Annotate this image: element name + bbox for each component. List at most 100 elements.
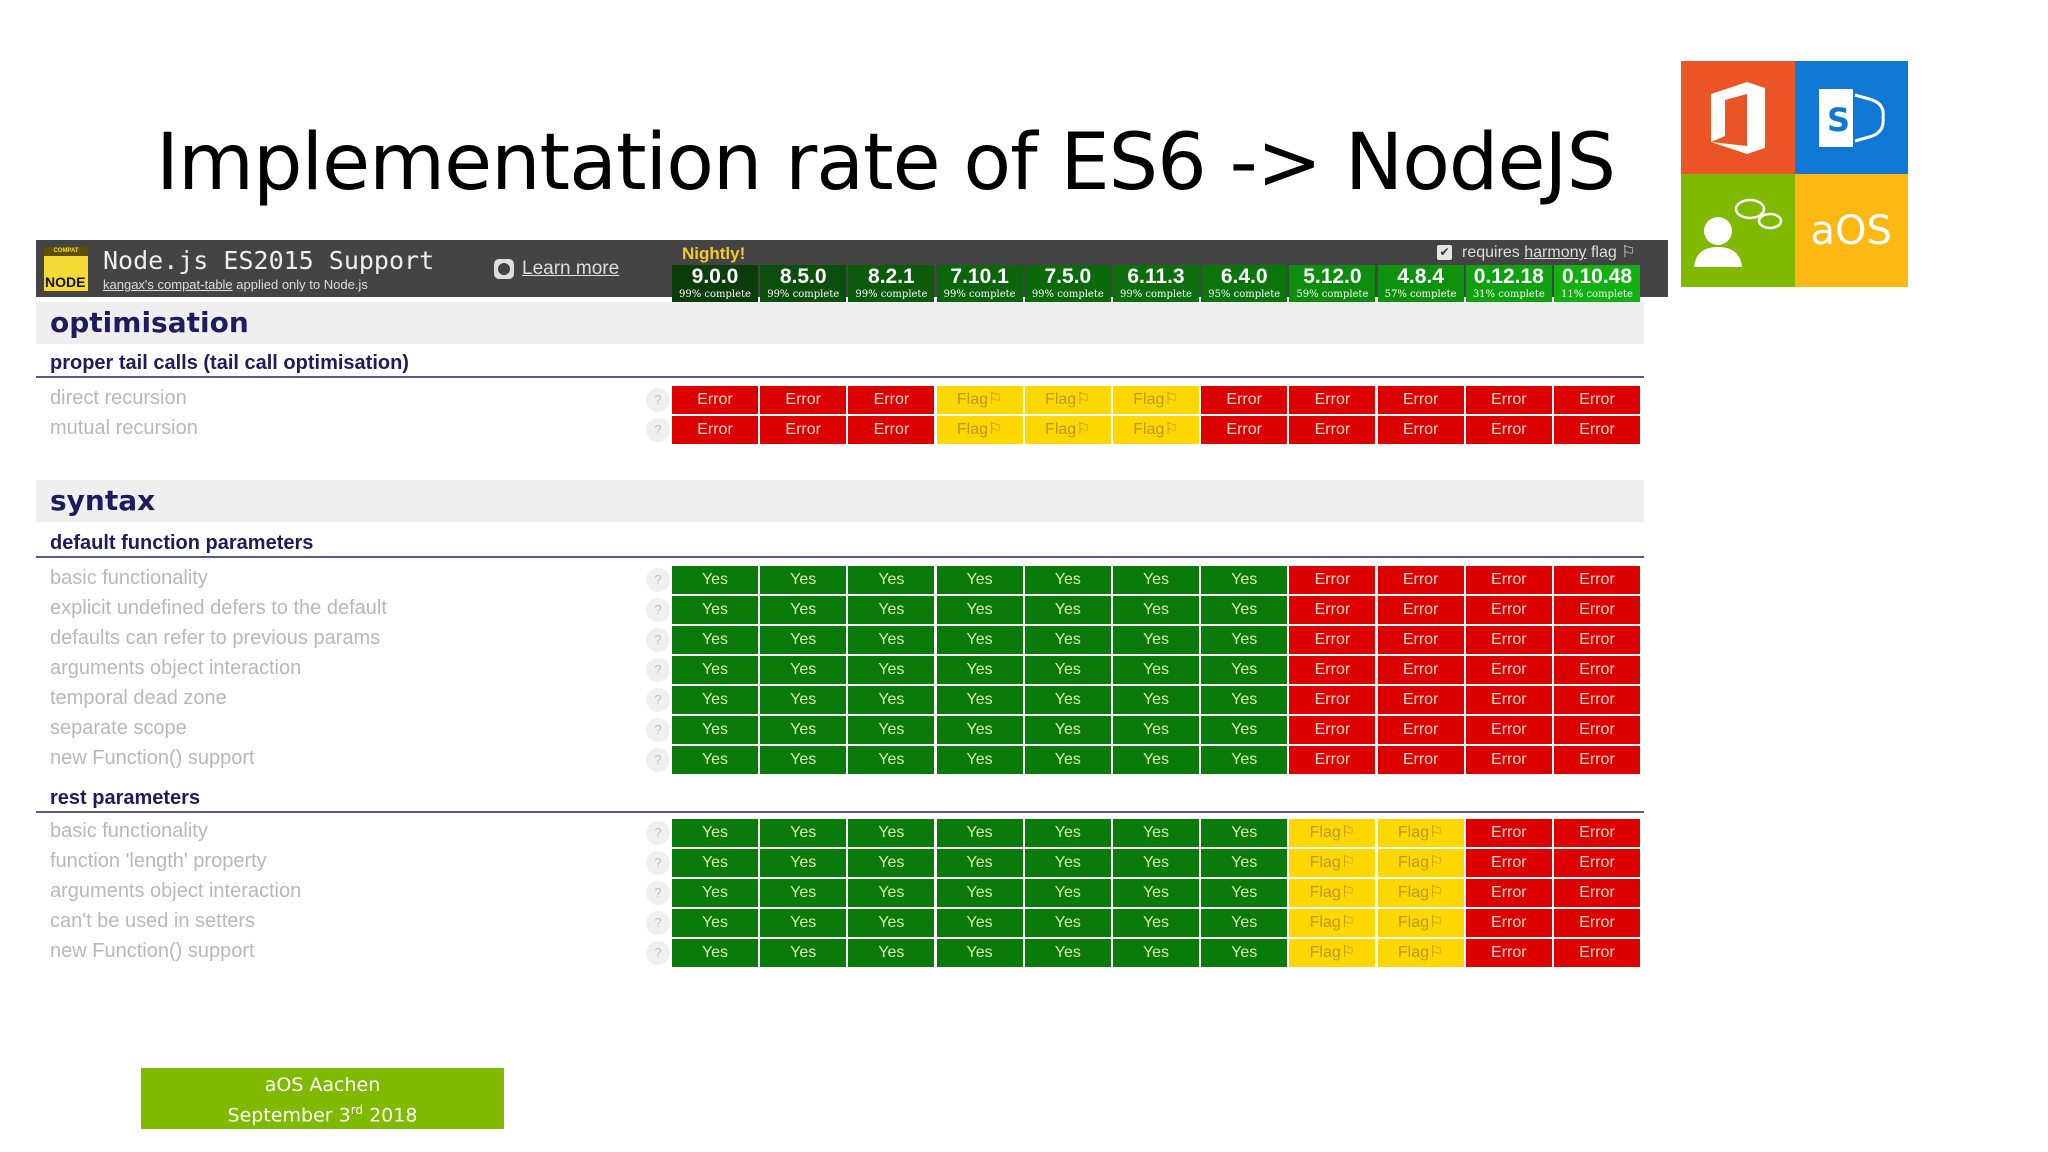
feature-label[interactable]: new Function() support: [50, 940, 255, 962]
result-cell-error[interactable]: Error: [1465, 656, 1552, 684]
help-icon[interactable]: ?: [646, 658, 670, 682]
result-cell-yes[interactable]: Yes: [672, 656, 758, 684]
result-cell-flag[interactable]: Flag⚐: [1289, 819, 1376, 847]
help-icon[interactable]: ?: [646, 418, 670, 442]
result-cell-error[interactable]: Error: [1554, 656, 1640, 684]
result-cell-error[interactable]: Error: [1554, 716, 1640, 744]
result-cell-yes[interactable]: Yes: [1113, 939, 1199, 967]
result-cell-yes[interactable]: Yes: [1113, 656, 1199, 684]
result-cell-flag[interactable]: Flag⚐: [1377, 849, 1464, 877]
result-cell-yes[interactable]: Yes: [672, 909, 758, 937]
result-cell-yes[interactable]: Yes: [1113, 596, 1199, 624]
result-cell-error[interactable]: Error: [1465, 596, 1552, 624]
result-cell-yes[interactable]: Yes: [672, 939, 758, 967]
result-cell-error[interactable]: Error: [1377, 716, 1464, 744]
result-cell-yes[interactable]: Yes: [848, 819, 935, 847]
result-cell-flag[interactable]: Flag⚐: [1289, 849, 1376, 877]
help-icon[interactable]: ?: [646, 718, 670, 742]
help-icon[interactable]: ?: [646, 388, 670, 412]
result-cell-yes[interactable]: Yes: [1024, 686, 1111, 714]
result-cell-error[interactable]: Error: [760, 386, 847, 414]
version-header[interactable]: 0.12.18 31% complete: [1465, 265, 1552, 305]
result-cell-error[interactable]: Error: [1465, 819, 1552, 847]
result-cell-error[interactable]: Error: [672, 416, 758, 444]
result-cell-error[interactable]: Error: [1289, 656, 1376, 684]
result-cell-error[interactable]: Error: [848, 416, 935, 444]
result-cell-yes[interactable]: Yes: [760, 566, 847, 594]
result-cell-error[interactable]: Error: [1465, 626, 1552, 654]
result-cell-flag[interactable]: Flag⚐: [1113, 386, 1199, 414]
version-header[interactable]: 8.5.0 99% complete: [760, 265, 847, 305]
result-cell-yes[interactable]: Yes: [672, 879, 758, 907]
result-cell-yes[interactable]: Yes: [848, 746, 935, 774]
help-icon[interactable]: ?: [646, 851, 670, 875]
help-icon[interactable]: ?: [646, 598, 670, 622]
result-cell-yes[interactable]: Yes: [936, 656, 1023, 684]
result-cell-yes[interactable]: Yes: [1113, 879, 1199, 907]
feature-label[interactable]: function 'length' property: [50, 850, 267, 872]
result-cell-flag[interactable]: Flag⚐: [936, 416, 1023, 444]
result-cell-error[interactable]: Error: [1377, 686, 1464, 714]
result-cell-yes[interactable]: Yes: [1024, 819, 1111, 847]
result-cell-yes[interactable]: Yes: [1201, 939, 1288, 967]
feature-label[interactable]: direct recursion: [50, 387, 187, 409]
version-header[interactable]: 7.10.1 99% complete: [936, 265, 1023, 305]
result-cell-error[interactable]: Error: [1465, 716, 1552, 744]
version-header[interactable]: 9.0.0 99% complete: [672, 265, 758, 305]
help-icon[interactable]: ?: [646, 688, 670, 712]
result-cell-error[interactable]: Error: [1377, 416, 1464, 444]
result-cell-yes[interactable]: Yes: [760, 939, 847, 967]
result-cell-yes[interactable]: Yes: [760, 746, 847, 774]
harmony-link[interactable]: harmony: [1524, 244, 1587, 261]
result-cell-yes[interactable]: Yes: [848, 939, 935, 967]
result-cell-yes[interactable]: Yes: [672, 596, 758, 624]
result-cell-yes[interactable]: Yes: [848, 879, 935, 907]
result-cell-yes[interactable]: Yes: [1024, 746, 1111, 774]
result-cell-yes[interactable]: Yes: [1113, 626, 1199, 654]
result-cell-error[interactable]: Error: [1465, 566, 1552, 594]
help-icon[interactable]: ?: [646, 911, 670, 935]
result-cell-yes[interactable]: Yes: [936, 939, 1023, 967]
version-header[interactable]: 6.4.0 95% complete: [1201, 265, 1288, 305]
result-cell-yes[interactable]: Yes: [936, 746, 1023, 774]
result-cell-yes[interactable]: Yes: [1201, 686, 1288, 714]
help-icon[interactable]: ?: [646, 941, 670, 965]
result-cell-yes[interactable]: Yes: [1113, 849, 1199, 877]
help-icon[interactable]: ?: [646, 881, 670, 905]
result-cell-yes[interactable]: Yes: [1113, 686, 1199, 714]
result-cell-error[interactable]: Error: [1289, 596, 1376, 624]
harmony-checkbox[interactable]: ✔: [1437, 244, 1452, 260]
version-header[interactable]: 7.5.0 99% complete: [1024, 265, 1111, 305]
result-cell-error[interactable]: Error: [1377, 656, 1464, 684]
result-cell-yes[interactable]: Yes: [936, 909, 1023, 937]
result-cell-error[interactable]: Error: [1465, 879, 1552, 907]
feature-label[interactable]: arguments object interaction: [50, 880, 302, 902]
result-cell-yes[interactable]: Yes: [1113, 909, 1199, 937]
feature-label[interactable]: separate scope: [50, 717, 187, 739]
result-cell-yes[interactable]: Yes: [936, 626, 1023, 654]
result-cell-error[interactable]: Error: [1554, 566, 1640, 594]
result-cell-yes[interactable]: Yes: [1024, 939, 1111, 967]
result-cell-yes[interactable]: Yes: [1113, 819, 1199, 847]
result-cell-yes[interactable]: Yes: [1201, 626, 1288, 654]
result-cell-flag[interactable]: Flag⚐: [1024, 386, 1111, 414]
result-cell-yes[interactable]: Yes: [760, 879, 847, 907]
feature-label[interactable]: basic functionality: [50, 567, 208, 589]
result-cell-flag[interactable]: Flag⚐: [1377, 909, 1464, 937]
result-cell-yes[interactable]: Yes: [936, 566, 1023, 594]
feature-label[interactable]: mutual recursion: [50, 417, 198, 439]
result-cell-error[interactable]: Error: [1201, 416, 1288, 444]
result-cell-yes[interactable]: Yes: [672, 819, 758, 847]
result-cell-yes[interactable]: Yes: [1024, 596, 1111, 624]
result-cell-yes[interactable]: Yes: [936, 596, 1023, 624]
result-cell-error[interactable]: Error: [1289, 566, 1376, 594]
result-cell-error[interactable]: Error: [848, 386, 935, 414]
result-cell-yes[interactable]: Yes: [1024, 879, 1111, 907]
result-cell-yes[interactable]: Yes: [760, 596, 847, 624]
result-cell-error[interactable]: Error: [1289, 386, 1376, 414]
result-cell-yes[interactable]: Yes: [848, 656, 935, 684]
result-cell-error[interactable]: Error: [1554, 386, 1640, 414]
help-icon[interactable]: ?: [646, 628, 670, 652]
result-cell-yes[interactable]: Yes: [1113, 716, 1199, 744]
result-cell-yes[interactable]: Yes: [848, 849, 935, 877]
